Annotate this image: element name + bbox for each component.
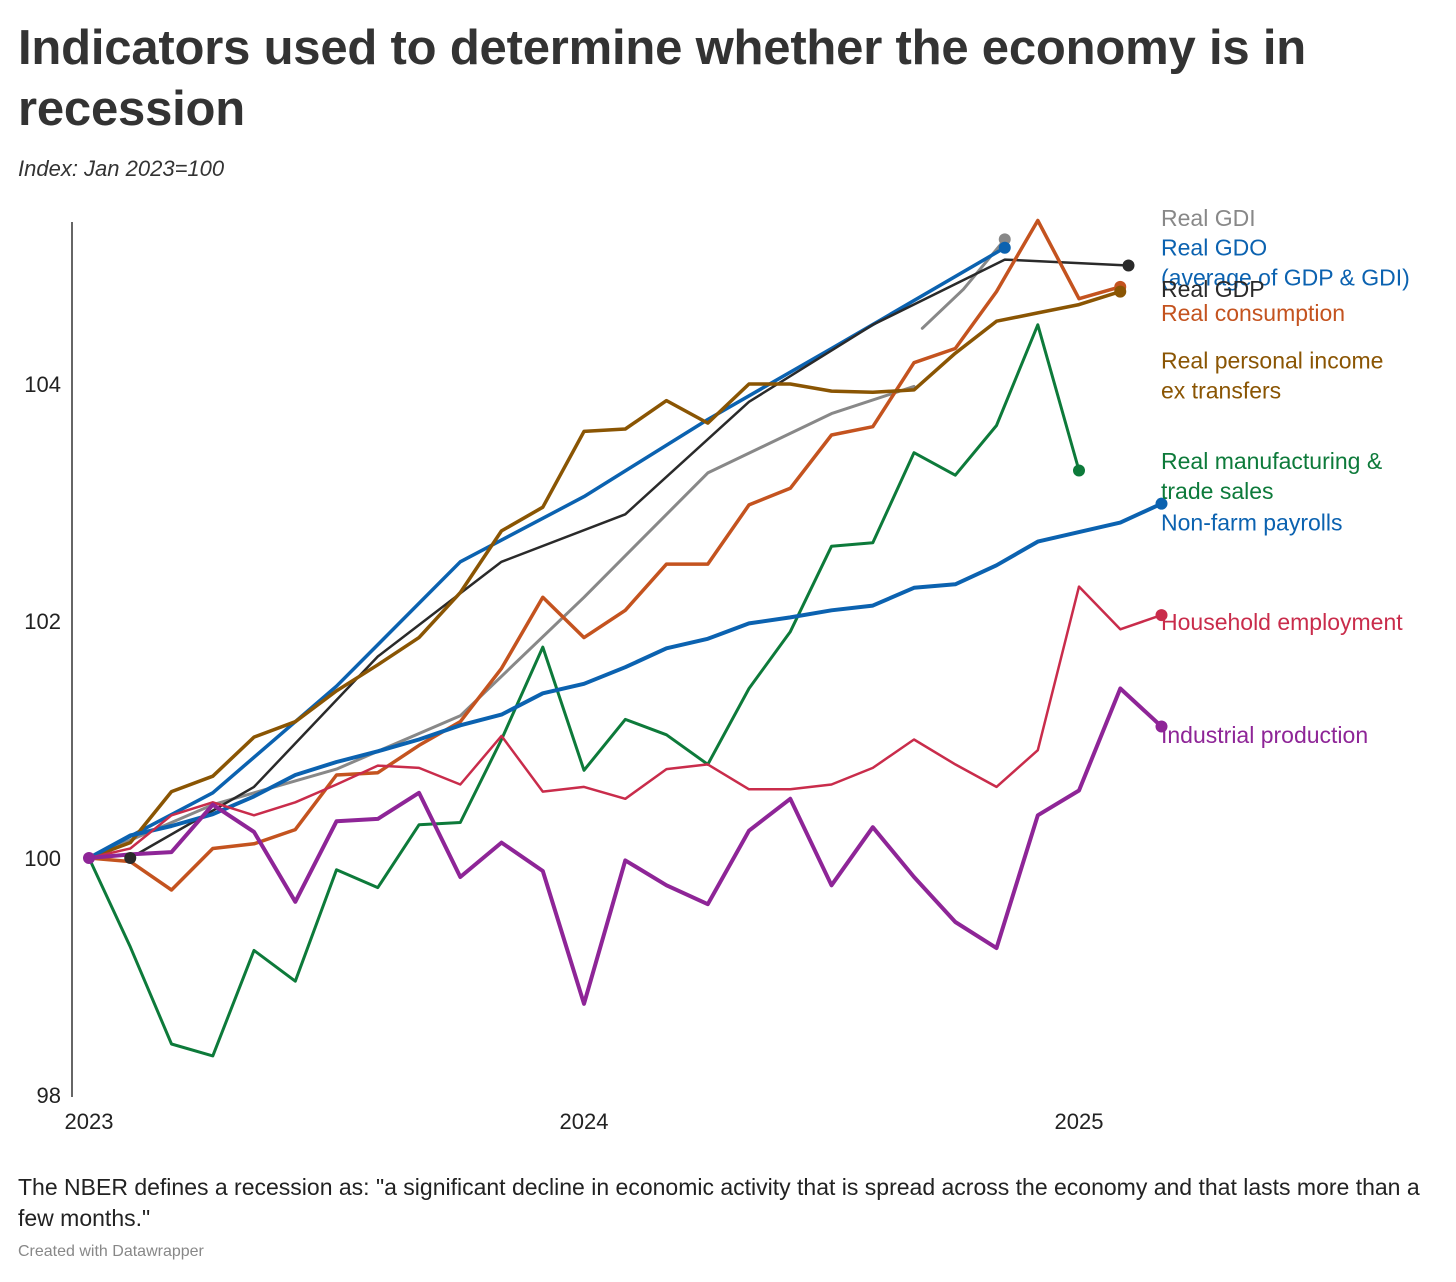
chart-subtitle: Index: Jan 2023=100 xyxy=(18,156,225,181)
series-label-real-personal-income-ex-transfers: ex transfers xyxy=(1161,377,1281,403)
series-label-non-farm-payrolls: Non-farm payrolls xyxy=(1161,510,1343,536)
series-line-real-gdi xyxy=(87,384,916,860)
series-end-marker-real-personal-income-ex-transfers xyxy=(1114,285,1127,298)
axis-layer: 98 100 102 104 2023 2024 2025 xyxy=(24,222,1103,1134)
series-line-real-personal-income-ex-transfers xyxy=(87,289,1123,860)
series-label-real-gdi: Real GDI xyxy=(1161,205,1256,231)
series-line-real-manufacturing-trade-sales xyxy=(87,323,1081,1058)
series-end-marker-household-employment xyxy=(1155,609,1168,622)
y-tick-label: 100 xyxy=(24,846,61,871)
x-tick-label: 2023 xyxy=(65,1109,114,1134)
y-tick-label: 102 xyxy=(24,609,61,634)
x-tick-label: 2024 xyxy=(560,1109,609,1134)
series-line-non-farm-payrolls xyxy=(87,501,1164,860)
series-label-industrial-production: Industrial production xyxy=(1161,722,1368,748)
series-end-marker-real-gdo-average-of-gdp-gdi xyxy=(998,241,1011,254)
series-layer xyxy=(83,218,1168,1058)
series-label-household-employment: Household employment xyxy=(1161,609,1403,635)
chart-title: Indicators used to determine whether the… xyxy=(18,21,1306,136)
series-label-real-gdo-average-of-gdp-gdi: (average of GDP & GDI) xyxy=(1161,265,1410,291)
x-tick-label: 2025 xyxy=(1055,1109,1104,1134)
series-end-marker-real-manufacturing-trade-sales xyxy=(1073,464,1085,477)
series-label-real-manufacturing-trade-sales: Real manufacturing & xyxy=(1161,448,1382,474)
series-line-industrial-production xyxy=(87,686,1164,1006)
series-label-real-gdp: Real GDP xyxy=(1161,276,1265,302)
series-label-real-consumption: Real consumption xyxy=(1161,300,1345,326)
series-label-real-gdo-average-of-gdp-gdi: Real GDO xyxy=(1161,235,1267,261)
footnote: The NBER defines a recession as: "a sign… xyxy=(18,1174,1420,1231)
y-tick-label: 98 xyxy=(37,1083,61,1108)
series-line-real-gdo-average-of-gdp-gdi xyxy=(87,245,1007,860)
series-end-marker-non-farm-payrolls xyxy=(1155,497,1168,510)
origin-marker xyxy=(83,852,95,864)
series-label-real-manufacturing-trade-sales: trade sales xyxy=(1161,478,1274,504)
series-line-real-gdi-segment xyxy=(920,237,1007,330)
credit-line: Created with Datawrapper xyxy=(18,1243,204,1260)
series-line-household-employment xyxy=(87,585,1163,860)
series-line-real-consumption xyxy=(87,218,1123,892)
series-start-marker-real-gdp xyxy=(124,852,137,864)
series-line-real-gdp xyxy=(129,258,1130,860)
y-tick-label: 104 xyxy=(24,372,61,397)
series-label-real-personal-income-ex-transfers: Real personal income xyxy=(1161,347,1383,373)
series-end-marker-real-gdi xyxy=(998,233,1011,246)
series-end-marker-industrial-production xyxy=(1155,720,1168,733)
series-end-marker-real-gdp xyxy=(1122,259,1135,272)
